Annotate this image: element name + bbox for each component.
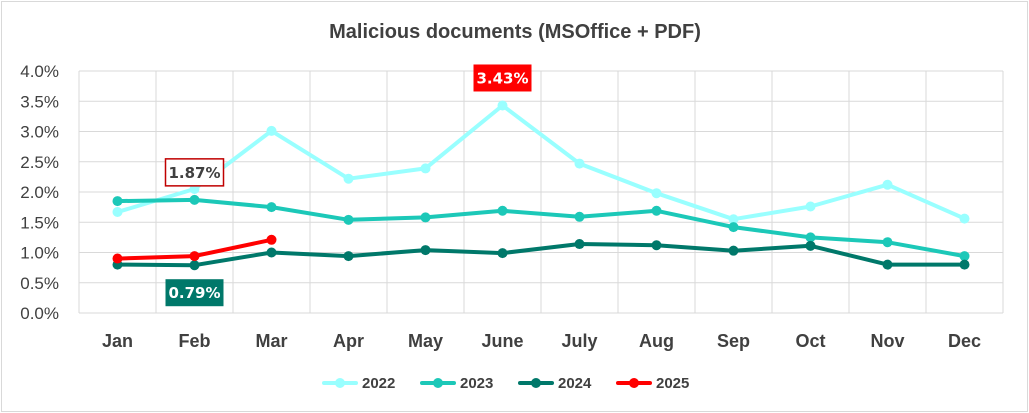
x-tick-label: Sep [717,331,750,351]
annotation-box [473,64,532,92]
x-tick-label: Mar [255,331,287,351]
data-point-2024 [574,239,585,250]
y-tick-label: 1.0% [20,244,59,263]
data-point-2022 [959,213,970,224]
data-point-2022 [805,201,816,212]
x-tick-label: Jan [102,331,133,351]
data-point-2022 [266,125,277,136]
data-point-2024 [959,259,970,270]
legend-swatch-marker [433,378,443,388]
y-tick-label: 0.5% [20,274,59,293]
x-tick-label: Feb [178,331,210,351]
series-lines [112,100,970,271]
legend: 2022 2023 2024 2025 [322,375,689,392]
data-point-2023 [882,237,893,248]
legend-label: 2023 [460,375,493,392]
data-point-2023 [343,214,354,225]
data-point-2023 [574,211,585,222]
x-axis: Jan Feb Mar Apr May June July Aug Sep Oct Nov Dec [102,331,981,351]
data-point-2024 [420,245,431,256]
y-axis: 0.0% 0.5% 1.0% 1.5% 2.0% 2.5% 3.0% 3.5% 4.0% [20,62,59,323]
data-label-annotation: 1.87% [164,158,225,187]
y-tick-label: 1.5% [20,213,59,232]
data-label-annotation: 0.79% [165,279,224,307]
data-point-2023 [266,202,277,213]
data-point-2025 [266,234,277,245]
x-tick-label: Oct [795,331,825,351]
legend-swatch-marker [629,378,639,388]
y-tick-label: 4.0% [20,62,59,81]
data-point-2023 [651,205,662,216]
data-point-2022 [651,188,662,199]
data-point-2023 [112,196,123,207]
y-tick-label: 3.5% [20,92,59,111]
data-point-2025 [112,253,123,264]
data-point-2023 [189,194,200,205]
data-point-2024 [343,251,354,262]
legend-item-2025: 2025 [616,375,689,392]
annotation-label: 3.43% [476,69,528,87]
x-tick-label: Nov [870,331,904,351]
x-tick-label: Apr [333,331,364,351]
data-point-2022 [420,163,431,174]
data-point-2023 [805,232,816,243]
data-point-2022 [574,158,585,169]
data-point-2024 [728,245,739,256]
x-tick-label: June [481,331,523,351]
data-point-2024 [497,248,508,259]
data-point-2025 [189,251,200,262]
legend-label: 2024 [558,375,592,392]
data-point-2022 [343,173,354,184]
annotation-box [165,279,224,307]
legend-item-2024: 2024 [518,375,592,392]
data-point-2023 [420,212,431,223]
y-tick-label: 0.0% [20,304,59,323]
data-point-2024 [651,240,662,251]
data-point-2024 [266,247,277,258]
data-point-2022 [728,214,739,225]
series-line-2023 [115,197,967,259]
x-tick-label: July [561,331,597,351]
series-line-2024 [115,242,967,268]
x-tick-label: Aug [639,331,674,351]
legend-label: 2022 [362,375,395,392]
annotation-box [164,158,225,187]
legend-item-2023: 2023 [420,375,493,392]
data-point-2024 [805,240,816,251]
legend-swatch-marker [531,378,541,388]
annotation-label: 1.87% [168,164,220,182]
data-point-2023 [728,222,739,233]
data-point-2022 [882,179,893,190]
legend-swatch-marker [335,378,345,388]
y-tick-label: 3.0% [20,123,59,142]
data-point-2022 [112,206,123,217]
legend-item-2022: 2022 [322,375,395,392]
data-point-2023 [959,251,970,262]
data-point-2023 [497,205,508,216]
y-tick-label: 2.5% [20,153,59,172]
series-line-2022 [115,103,967,222]
annotation-label: 0.79% [168,284,220,302]
y-tick-label: 2.0% [20,183,59,202]
chart-title: Malicious documents (MSOffice + PDF) [329,21,701,43]
data-point-2024 [189,260,200,271]
data-label-annotation: 3.43% [473,64,532,92]
x-tick-label: May [408,331,443,351]
data-point-2022 [497,100,508,111]
legend-label: 2025 [656,375,689,392]
data-point-2024 [882,259,893,270]
x-tick-label: Dec [948,331,981,351]
annotations: 1.87% 3.43% 0.79% [164,64,532,307]
